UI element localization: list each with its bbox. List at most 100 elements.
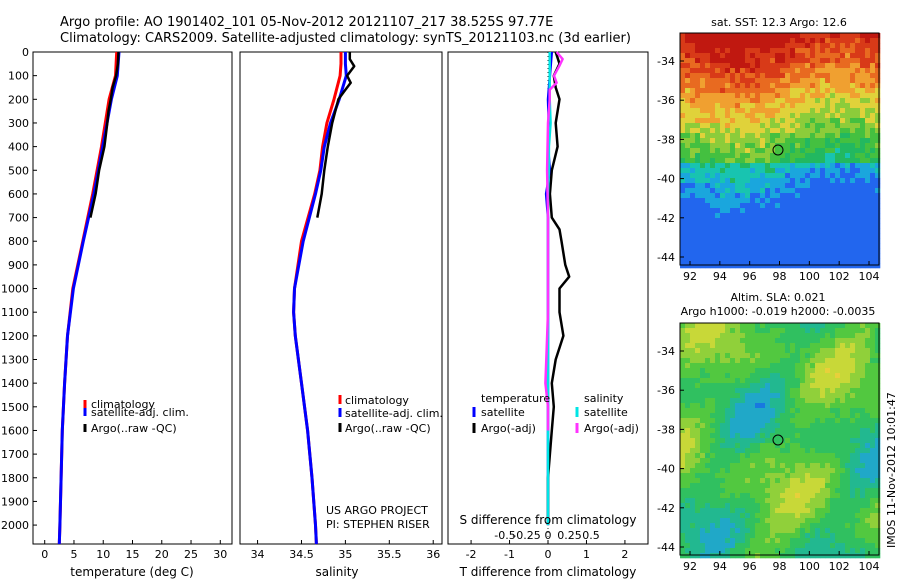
map-cell: [740, 483, 746, 489]
map-cell: [775, 263, 781, 269]
map-cell: [860, 58, 866, 64]
map-cell: [770, 538, 776, 544]
map-cell: [710, 218, 716, 224]
map-cell: [695, 443, 701, 449]
map-cell: [710, 373, 716, 379]
map-cell: [790, 503, 796, 509]
map-cell: [840, 248, 846, 254]
map-cell: [765, 323, 771, 329]
map-cell: [805, 388, 811, 394]
map-cell: [800, 203, 806, 209]
map-cell: [855, 438, 861, 444]
map-cell: [755, 128, 761, 134]
map-cell: [765, 103, 771, 109]
map-cell: [855, 78, 861, 84]
map-cell: [820, 203, 826, 209]
map-cell: [745, 188, 751, 194]
map-cell: [855, 498, 861, 504]
map-cell: [765, 258, 771, 264]
map-cell: [850, 138, 856, 144]
map-cell: [815, 48, 821, 54]
map-cell: [720, 388, 726, 394]
map-cell: [875, 468, 881, 474]
map-cell: [785, 133, 791, 139]
map-cell: [705, 548, 711, 554]
map-cell: [795, 38, 801, 44]
map-cell: [775, 148, 781, 154]
map-cell: [770, 208, 776, 214]
map-cell: [760, 378, 766, 384]
map-cell: [720, 203, 726, 209]
map-cell: [805, 408, 811, 414]
map-cell: [790, 48, 796, 54]
map-cell: [865, 213, 871, 219]
map-cell: [720, 248, 726, 254]
map-cell: [735, 188, 741, 194]
map-cell: [865, 208, 871, 214]
map-cell: [680, 503, 686, 509]
map-cell: [870, 223, 876, 229]
map-cell: [845, 58, 851, 64]
map-cell: [735, 258, 741, 264]
map-cell: [735, 118, 741, 124]
map-cell: [815, 213, 821, 219]
map-cell: [835, 438, 841, 444]
map-cell: [800, 133, 806, 139]
map-cell: [820, 138, 826, 144]
map-cell: [685, 448, 691, 454]
map-cell: [710, 333, 716, 339]
map-cell: [795, 393, 801, 399]
map-cell: [710, 448, 716, 454]
map-cell: [765, 473, 771, 479]
map-cell: [765, 58, 771, 64]
map-cell: [865, 533, 871, 539]
map-cell: [860, 413, 866, 419]
map-cell: [745, 358, 751, 364]
map-cell: [755, 73, 761, 79]
map-cell: [720, 78, 726, 84]
map-cell: [825, 483, 831, 489]
legend-clim-label: climatology: [345, 394, 409, 407]
map-cell: [845, 123, 851, 129]
map-cell: [765, 143, 771, 149]
map-cell: [685, 88, 691, 94]
map-cell: [755, 388, 761, 394]
map-cell: [790, 113, 796, 119]
map-cell: [715, 418, 721, 424]
map-cell: [765, 188, 771, 194]
map-cell: [845, 508, 851, 514]
map-cell: [825, 378, 831, 384]
map-cell: [815, 338, 821, 344]
map-cell: [850, 58, 856, 64]
map-cell: [855, 513, 861, 519]
map-cell: [720, 73, 726, 79]
map-cell: [805, 58, 811, 64]
map-cell: [785, 128, 791, 134]
map-cell: [795, 513, 801, 519]
map-cell: [765, 53, 771, 59]
map-cell: [790, 348, 796, 354]
map-cell: [820, 438, 826, 444]
map-cell: [715, 493, 721, 499]
map-cell: [855, 103, 861, 109]
map-cell: [865, 218, 871, 224]
map-cell: [875, 233, 881, 239]
map-cell: [765, 553, 771, 559]
map-cell: [770, 473, 776, 479]
map-cell: [815, 103, 821, 109]
map-cell: [845, 383, 851, 389]
map-cell: [870, 548, 876, 554]
map-cell: [715, 438, 721, 444]
map-cell: [840, 413, 846, 419]
map-cell: [870, 503, 876, 509]
map-cell: [865, 233, 871, 239]
map-cell: [705, 168, 711, 174]
map-cell: [770, 158, 776, 164]
map-cell: [770, 58, 776, 64]
map-cell: [760, 258, 766, 264]
map-cell: [825, 503, 831, 509]
map-cell: [730, 523, 736, 529]
map-cell: [825, 458, 831, 464]
map-cell: [705, 448, 711, 454]
